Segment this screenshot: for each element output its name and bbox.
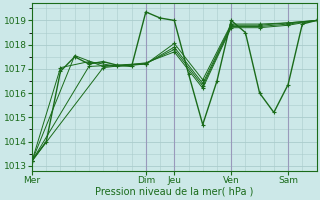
X-axis label: Pression niveau de la mer( hPa ): Pression niveau de la mer( hPa )	[95, 187, 253, 197]
